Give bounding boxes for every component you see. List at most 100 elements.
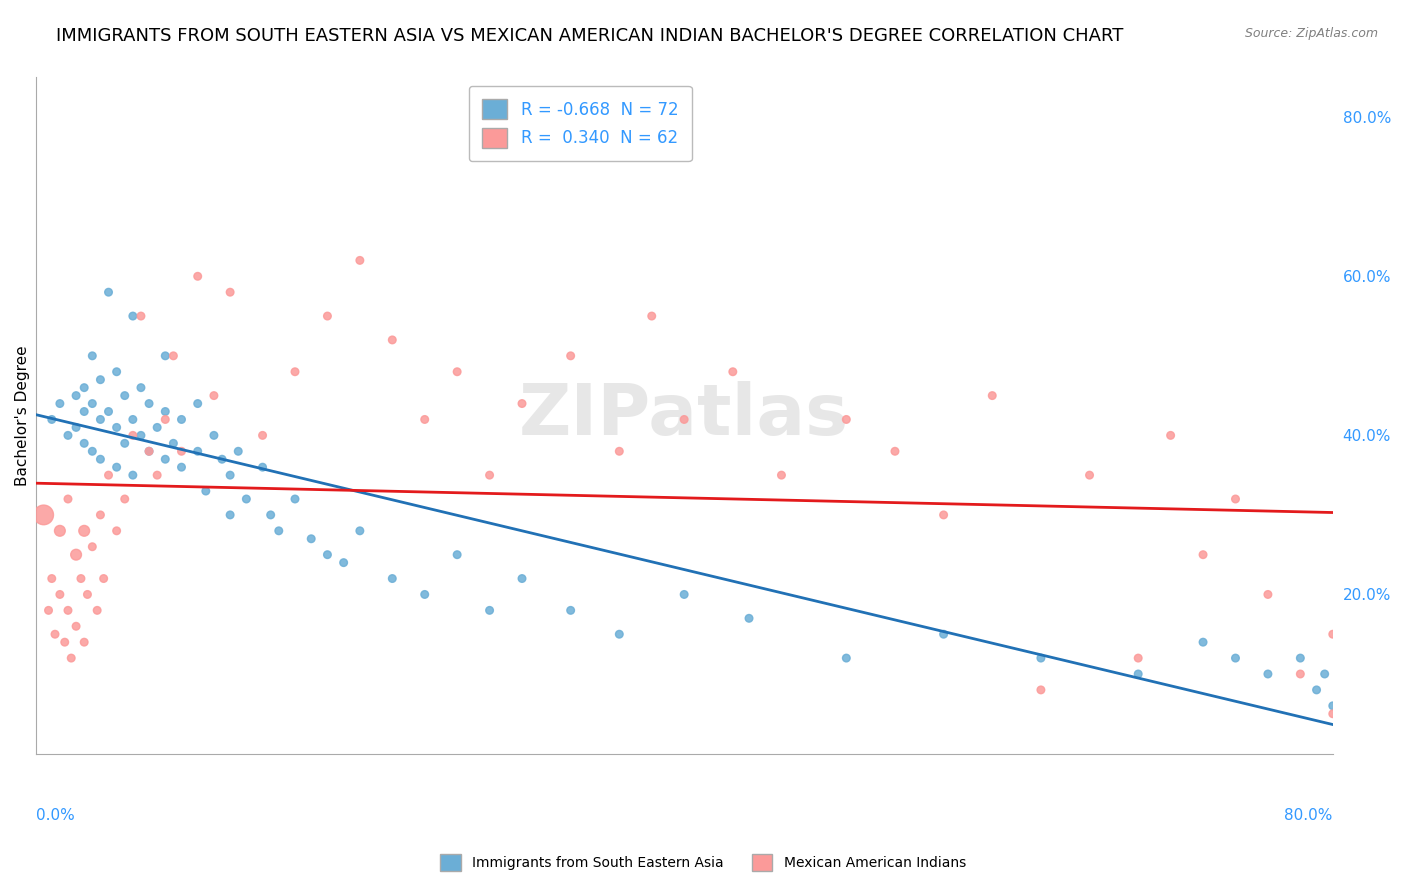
Point: [1322, 627, 1344, 641]
Point: [155, 349, 177, 363]
Text: IMMIGRANTS FROM SOUTH EASTERN ASIA VS MEXICAN AMERICAN INDIAN BACHELOR'S DEGREE : IMMIGRANTS FROM SOUTH EASTERN ASIA VS ME…: [56, 27, 1123, 45]
Point: [41, 412, 63, 426]
Point: [316, 309, 339, 323]
Point: [1225, 651, 1247, 665]
Point: [835, 412, 858, 426]
Text: 80.0%: 80.0%: [1285, 807, 1333, 822]
Point: [105, 365, 128, 379]
Point: [641, 309, 664, 323]
Point: [194, 484, 217, 499]
Point: [89, 373, 111, 387]
Legend: Immigrants from South Eastern Asia, Mexican American Indians: Immigrants from South Eastern Asia, Mexi…: [434, 848, 972, 876]
Point: [105, 420, 128, 434]
Legend: R = -0.668  N = 72, R =  0.340  N = 62: R = -0.668 N = 72, R = 0.340 N = 62: [470, 86, 692, 161]
Point: [510, 396, 533, 410]
Point: [1029, 682, 1052, 697]
Point: [1289, 667, 1312, 681]
Point: [170, 460, 193, 475]
Point: [65, 619, 87, 633]
Point: [82, 444, 104, 458]
Point: [73, 436, 96, 450]
Point: [41, 572, 63, 586]
Point: [73, 404, 96, 418]
Point: [138, 444, 160, 458]
Point: [413, 587, 436, 601]
Point: [607, 627, 630, 641]
Point: [770, 468, 793, 483]
Point: [252, 428, 274, 442]
Point: [884, 444, 907, 458]
Point: [89, 412, 111, 426]
Y-axis label: Bachelor's Degree: Bachelor's Degree: [15, 345, 30, 486]
Point: [1128, 651, 1150, 665]
Text: 0.0%: 0.0%: [35, 807, 75, 822]
Point: [219, 468, 242, 483]
Point: [53, 635, 76, 649]
Point: [105, 524, 128, 538]
Point: [835, 651, 858, 665]
Point: [211, 452, 233, 467]
Point: [478, 468, 501, 483]
Point: [82, 396, 104, 410]
Point: [65, 548, 87, 562]
Point: [1192, 635, 1215, 649]
Point: [56, 428, 79, 442]
Point: [202, 428, 225, 442]
Point: [1289, 651, 1312, 665]
Point: [82, 540, 104, 554]
Point: [73, 635, 96, 649]
Point: [299, 532, 322, 546]
Point: [73, 381, 96, 395]
Point: [932, 508, 955, 522]
Point: [60, 651, 83, 665]
Point: [981, 388, 1004, 402]
Point: [49, 587, 72, 601]
Point: [89, 452, 111, 467]
Point: [187, 396, 209, 410]
Point: [219, 285, 242, 300]
Point: [187, 269, 209, 284]
Point: [65, 420, 87, 434]
Point: [235, 491, 257, 506]
Text: Source: ZipAtlas.com: Source: ZipAtlas.com: [1244, 27, 1378, 40]
Point: [1322, 706, 1344, 721]
Point: [121, 309, 143, 323]
Point: [1160, 428, 1182, 442]
Point: [93, 572, 115, 586]
Point: [446, 548, 468, 562]
Point: [155, 412, 177, 426]
Point: [97, 404, 120, 418]
Point: [82, 349, 104, 363]
Point: [413, 412, 436, 426]
Point: [252, 460, 274, 475]
Point: [155, 452, 177, 467]
Point: [1225, 491, 1247, 506]
Point: [1313, 667, 1336, 681]
Point: [446, 365, 468, 379]
Point: [1305, 682, 1327, 697]
Point: [138, 444, 160, 458]
Point: [1322, 698, 1344, 713]
Point: [97, 285, 120, 300]
Point: [86, 603, 108, 617]
Point: [105, 460, 128, 475]
Point: [49, 524, 72, 538]
Point: [44, 627, 66, 641]
Point: [56, 491, 79, 506]
Point: [170, 444, 193, 458]
Point: [73, 524, 96, 538]
Point: [49, 396, 72, 410]
Point: [510, 572, 533, 586]
Point: [129, 381, 152, 395]
Point: [349, 524, 371, 538]
Point: [121, 428, 143, 442]
Point: [316, 548, 339, 562]
Point: [219, 508, 242, 522]
Point: [349, 253, 371, 268]
Point: [721, 365, 744, 379]
Point: [97, 468, 120, 483]
Point: [1128, 667, 1150, 681]
Point: [121, 412, 143, 426]
Point: [560, 349, 582, 363]
Point: [284, 365, 307, 379]
